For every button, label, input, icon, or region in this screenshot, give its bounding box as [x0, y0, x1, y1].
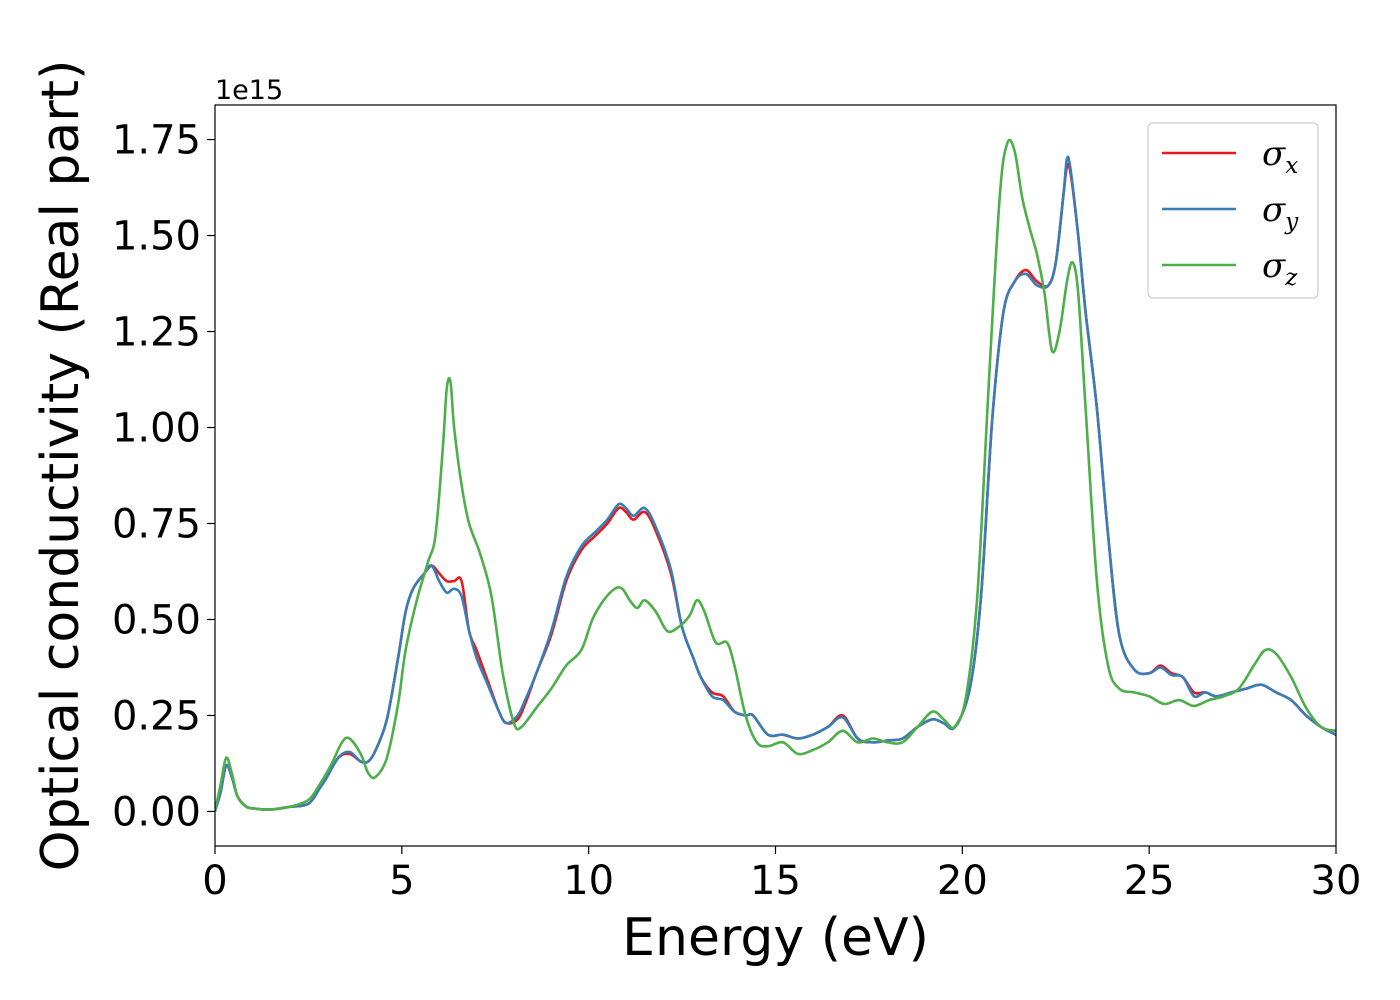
- y-tick-label: 0.50: [112, 597, 201, 643]
- x-tick-label: 5: [389, 858, 414, 904]
- series-line-sigma-z: [215, 138, 1336, 812]
- legend-label-sigma-z: σz: [1262, 246, 1298, 291]
- legend-subscript: x: [1285, 153, 1298, 179]
- x-axis-label: Energy (eV): [622, 908, 929, 968]
- y-axis-ticks: 0.00 0.25 0.50 0.75 1.00 1.25 1.50 1.75: [112, 118, 215, 835]
- x-tick-label: 10: [563, 858, 614, 904]
- x-tick-label: 25: [1124, 858, 1175, 904]
- legend-symbol: σ: [1262, 246, 1286, 286]
- legend-symbol: σ: [1262, 190, 1286, 230]
- y-tick-label: 0.25: [112, 693, 201, 739]
- y-tick-label: 0.00: [112, 789, 201, 835]
- legend-subscript: y: [1284, 209, 1299, 235]
- series-line-sigma-y: [215, 155, 1336, 812]
- y-tick-label: 1.00: [112, 406, 201, 452]
- x-tick-label: 20: [937, 858, 988, 904]
- y-tick-label: 1.25: [112, 310, 201, 356]
- legend-symbol: σ: [1262, 134, 1286, 174]
- legend-label-sigma-y: σy: [1262, 190, 1299, 235]
- y-tick-label: 0.75: [112, 501, 201, 547]
- y-tick-label: 1.50: [112, 214, 201, 260]
- legend-subscript: z: [1284, 265, 1298, 291]
- series-layer: [215, 138, 1336, 812]
- legend-box: [1147, 122, 1319, 299]
- legend-label-sigma-x: σx: [1262, 134, 1298, 179]
- x-tick-label: 0: [202, 858, 227, 904]
- x-axis-ticks: 0 5 10 15 20 25 30: [202, 846, 1361, 904]
- y-axis-offset-label: 1e15: [215, 75, 283, 106]
- y-tick-label: 1.75: [112, 118, 201, 164]
- x-tick-label: 15: [750, 858, 801, 904]
- x-tick-label: 30: [1311, 858, 1362, 904]
- y-axis-label: Optical conductivity (Real part): [31, 60, 91, 872]
